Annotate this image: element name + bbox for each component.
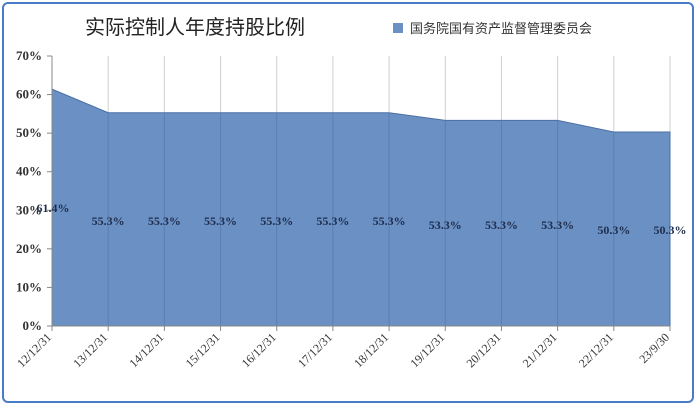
data-label: 61.4% xyxy=(37,201,70,215)
x-tick-label: 15/12/31 xyxy=(183,330,223,370)
y-tick-label: 60% xyxy=(16,87,42,102)
data-label: 53.3% xyxy=(485,218,518,232)
y-tick-label: 10% xyxy=(16,279,42,294)
x-tick-label: 21/12/31 xyxy=(520,330,560,370)
data-label: 50.3% xyxy=(597,223,630,237)
data-label: 55.3% xyxy=(204,214,237,228)
legend-label: 国务院国有资产监督管理委员会 xyxy=(410,21,592,37)
x-tick-label: 12/12/31 xyxy=(14,330,54,370)
data-label: 53.3% xyxy=(429,218,462,232)
x-tick-label: 18/12/31 xyxy=(351,330,391,370)
x-tick-label: 17/12/31 xyxy=(295,330,335,370)
y-tick-label: 20% xyxy=(16,241,42,256)
data-label: 55.3% xyxy=(316,214,349,228)
legend-swatch xyxy=(393,23,403,33)
y-tick-label: 40% xyxy=(16,164,42,179)
data-label: 55.3% xyxy=(92,214,125,228)
y-tick-label: 50% xyxy=(16,125,42,140)
x-tick-label: 20/12/31 xyxy=(464,330,504,370)
data-label: 55.3% xyxy=(260,214,293,228)
y-tick-label: 30% xyxy=(16,202,42,217)
x-tick-label: 16/12/31 xyxy=(239,330,279,370)
data-labels: 61.4% 55.3% 55.3% 55.3% 55.3% 55.3% 55.3% 53.3%… xyxy=(37,201,687,237)
data-label: 55.3% xyxy=(373,214,406,228)
x-tick-label: 23/9/30 xyxy=(636,330,672,366)
data-label: 55.3% xyxy=(148,214,181,228)
x-tick-label: 22/12/31 xyxy=(576,330,616,370)
y-tick-label: 0% xyxy=(23,318,43,333)
chart-title: 实际控制人年度持股比例 xyxy=(85,15,305,39)
y-tick-label: 70% xyxy=(16,48,42,63)
x-tick-label: 19/12/31 xyxy=(407,330,447,370)
x-tick-label: 14/12/31 xyxy=(126,330,166,370)
data-label: 50.3% xyxy=(654,223,687,237)
area-fill xyxy=(51,88,671,327)
area-series xyxy=(51,88,671,327)
x-tick-label: 13/12/31 xyxy=(70,330,110,370)
data-label: 53.3% xyxy=(541,218,574,232)
